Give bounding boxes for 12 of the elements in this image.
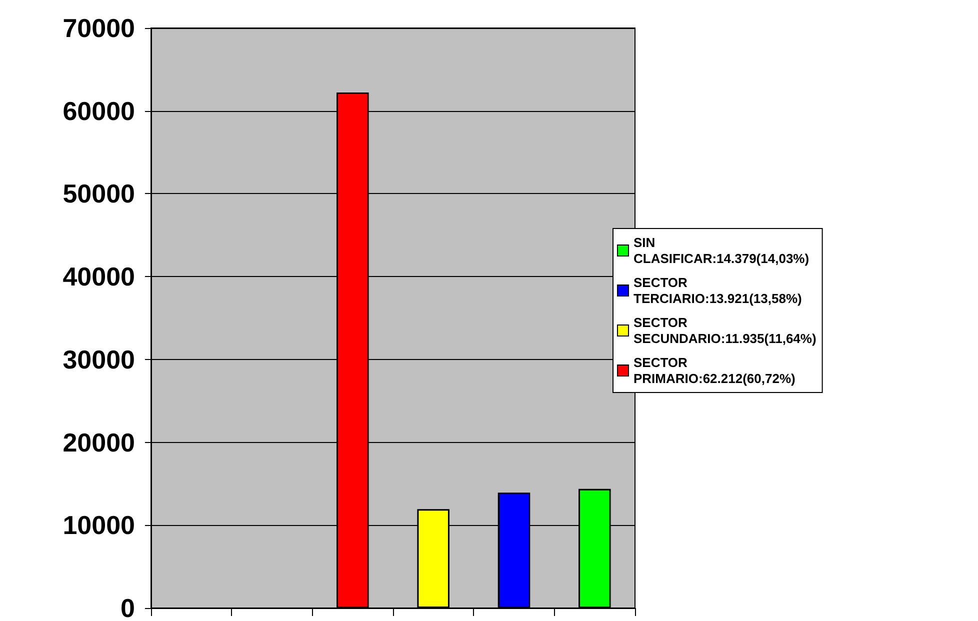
y-tick-label: 40000 (62, 262, 135, 292)
legend-label: SIN CLASIFICAR:14.379(14,03%) (634, 235, 810, 266)
y-tick-label: 70000 (62, 13, 135, 43)
y-tick-label: 50000 (62, 178, 135, 209)
legend-label: SECTOR PRIMARIO:62.212(60,72%) (634, 355, 796, 386)
y-tick-label: 20000 (62, 427, 135, 458)
legend-label: SECTOR TERCIARIO:13.921(13,58%) (634, 275, 802, 306)
y-tick-label: 0 (120, 593, 135, 621)
y-tick-label: 30000 (62, 344, 135, 374)
legend-label: SECTOR SECUNDARIO:11.935(11,64%) (634, 315, 816, 346)
y-tick-label: 60000 (62, 96, 135, 126)
y-tick-label: 10000 (62, 510, 135, 540)
